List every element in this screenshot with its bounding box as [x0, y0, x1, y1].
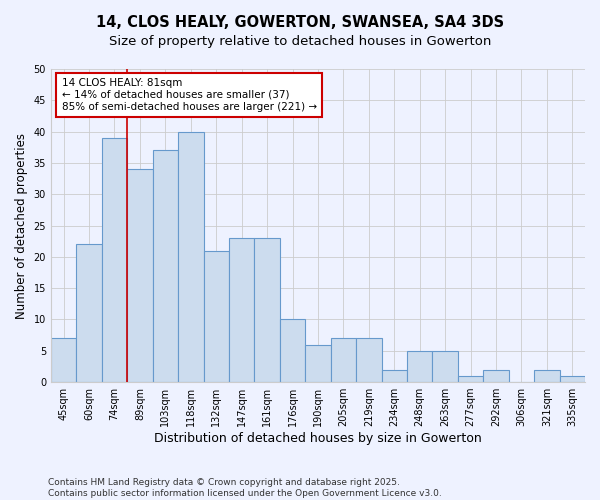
Bar: [382, 370, 407, 382]
Bar: [102, 138, 127, 382]
Bar: [127, 169, 152, 382]
Text: 14 CLOS HEALY: 81sqm
← 14% of detached houses are smaller (37)
85% of semi-detac: 14 CLOS HEALY: 81sqm ← 14% of detached h…: [62, 78, 317, 112]
Bar: [534, 370, 560, 382]
Bar: [178, 132, 203, 382]
Bar: [331, 338, 356, 382]
Y-axis label: Number of detached properties: Number of detached properties: [15, 132, 28, 318]
Bar: [254, 238, 280, 382]
Bar: [305, 344, 331, 382]
Bar: [560, 376, 585, 382]
Bar: [458, 376, 483, 382]
Text: Contains HM Land Registry data © Crown copyright and database right 2025.
Contai: Contains HM Land Registry data © Crown c…: [48, 478, 442, 498]
Bar: [407, 351, 433, 382]
X-axis label: Distribution of detached houses by size in Gowerton: Distribution of detached houses by size …: [154, 432, 482, 445]
Bar: [152, 150, 178, 382]
Bar: [433, 351, 458, 382]
Bar: [483, 370, 509, 382]
Bar: [280, 320, 305, 382]
Text: 14, CLOS HEALY, GOWERTON, SWANSEA, SA4 3DS: 14, CLOS HEALY, GOWERTON, SWANSEA, SA4 3…: [96, 15, 504, 30]
Bar: [51, 338, 76, 382]
Bar: [229, 238, 254, 382]
Bar: [76, 244, 102, 382]
Bar: [203, 250, 229, 382]
Bar: [356, 338, 382, 382]
Text: Size of property relative to detached houses in Gowerton: Size of property relative to detached ho…: [109, 35, 491, 48]
